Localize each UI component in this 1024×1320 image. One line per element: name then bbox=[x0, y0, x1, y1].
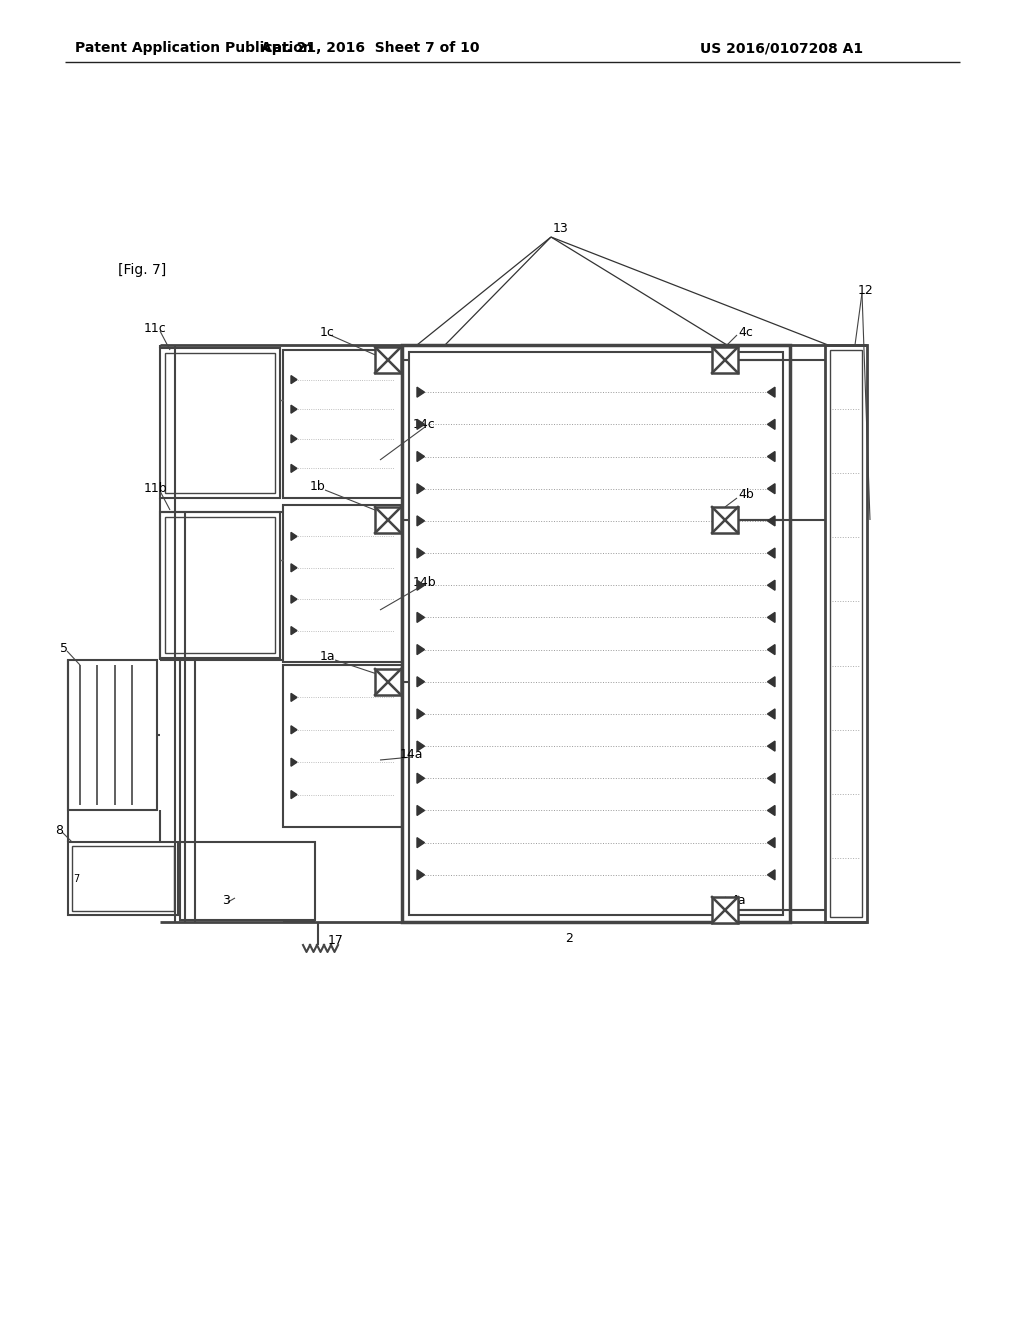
Polygon shape bbox=[291, 595, 297, 603]
Polygon shape bbox=[768, 741, 775, 751]
Text: 11b: 11b bbox=[144, 482, 168, 495]
Text: 12: 12 bbox=[858, 284, 873, 297]
Polygon shape bbox=[768, 612, 775, 623]
Bar bbox=[68, 660, 157, 810]
Polygon shape bbox=[417, 516, 425, 525]
Polygon shape bbox=[768, 644, 775, 655]
Polygon shape bbox=[291, 693, 297, 701]
Text: 7: 7 bbox=[73, 874, 79, 883]
Bar bbox=[409, 352, 783, 915]
Text: 4c: 4c bbox=[738, 326, 753, 338]
Bar bbox=[283, 665, 402, 828]
Polygon shape bbox=[768, 709, 775, 719]
Polygon shape bbox=[417, 612, 425, 623]
Polygon shape bbox=[768, 774, 775, 783]
Polygon shape bbox=[417, 838, 425, 847]
Bar bbox=[72, 846, 174, 911]
Bar bbox=[68, 842, 178, 915]
Polygon shape bbox=[291, 627, 297, 635]
Polygon shape bbox=[417, 420, 425, 429]
Text: 1c: 1c bbox=[319, 326, 335, 338]
Text: US 2016/0107208 A1: US 2016/0107208 A1 bbox=[700, 41, 863, 55]
Polygon shape bbox=[417, 774, 425, 783]
Bar bbox=[165, 352, 275, 492]
Bar bbox=[375, 669, 401, 696]
Text: 2: 2 bbox=[565, 932, 572, 945]
Polygon shape bbox=[291, 758, 297, 766]
Polygon shape bbox=[291, 791, 297, 799]
Bar bbox=[160, 348, 280, 498]
Polygon shape bbox=[417, 387, 425, 397]
Polygon shape bbox=[417, 870, 425, 880]
Text: 1b: 1b bbox=[310, 480, 326, 494]
Polygon shape bbox=[291, 376, 297, 384]
Text: Patent Application Publication: Patent Application Publication bbox=[75, 41, 312, 55]
Polygon shape bbox=[768, 581, 775, 590]
Polygon shape bbox=[417, 677, 425, 686]
Polygon shape bbox=[417, 709, 425, 719]
Bar bbox=[283, 506, 402, 663]
Text: 1a: 1a bbox=[319, 651, 336, 664]
Text: 8: 8 bbox=[55, 824, 63, 837]
Text: 14c: 14c bbox=[413, 418, 436, 432]
Bar bbox=[712, 898, 738, 923]
Polygon shape bbox=[417, 483, 425, 494]
Bar bbox=[283, 350, 402, 498]
Text: [Fig. 7]: [Fig. 7] bbox=[118, 263, 166, 277]
Bar bbox=[830, 350, 862, 917]
Text: 11c: 11c bbox=[144, 322, 167, 334]
Polygon shape bbox=[768, 420, 775, 429]
Polygon shape bbox=[768, 451, 775, 462]
Polygon shape bbox=[291, 564, 297, 572]
Bar bbox=[180, 842, 315, 920]
Polygon shape bbox=[768, 838, 775, 847]
Polygon shape bbox=[417, 451, 425, 462]
Polygon shape bbox=[768, 483, 775, 494]
Polygon shape bbox=[291, 405, 297, 413]
Polygon shape bbox=[768, 548, 775, 558]
Text: 3: 3 bbox=[222, 894, 229, 907]
Bar bbox=[825, 345, 867, 921]
Polygon shape bbox=[768, 387, 775, 397]
Bar bbox=[402, 345, 790, 921]
Text: 4b: 4b bbox=[738, 488, 754, 502]
Polygon shape bbox=[417, 548, 425, 558]
Bar bbox=[160, 512, 280, 657]
Polygon shape bbox=[417, 805, 425, 816]
Polygon shape bbox=[417, 644, 425, 655]
Bar bbox=[165, 517, 275, 653]
Text: 14b: 14b bbox=[413, 576, 436, 589]
Text: Apr. 21, 2016  Sheet 7 of 10: Apr. 21, 2016 Sheet 7 of 10 bbox=[261, 41, 479, 55]
Polygon shape bbox=[417, 581, 425, 590]
Polygon shape bbox=[291, 532, 297, 540]
Polygon shape bbox=[768, 870, 775, 880]
Polygon shape bbox=[768, 677, 775, 686]
Bar bbox=[375, 507, 401, 533]
Bar bbox=[712, 347, 738, 374]
Polygon shape bbox=[417, 741, 425, 751]
Text: 5: 5 bbox=[60, 642, 68, 655]
Text: 14a: 14a bbox=[400, 748, 424, 762]
Bar bbox=[712, 507, 738, 533]
Bar bbox=[375, 347, 401, 374]
Text: 13: 13 bbox=[553, 222, 568, 235]
Polygon shape bbox=[291, 726, 297, 734]
Text: 4a: 4a bbox=[730, 894, 745, 907]
Text: 17: 17 bbox=[328, 933, 344, 946]
Polygon shape bbox=[768, 805, 775, 816]
Polygon shape bbox=[768, 516, 775, 525]
Polygon shape bbox=[291, 465, 297, 473]
Polygon shape bbox=[291, 434, 297, 442]
